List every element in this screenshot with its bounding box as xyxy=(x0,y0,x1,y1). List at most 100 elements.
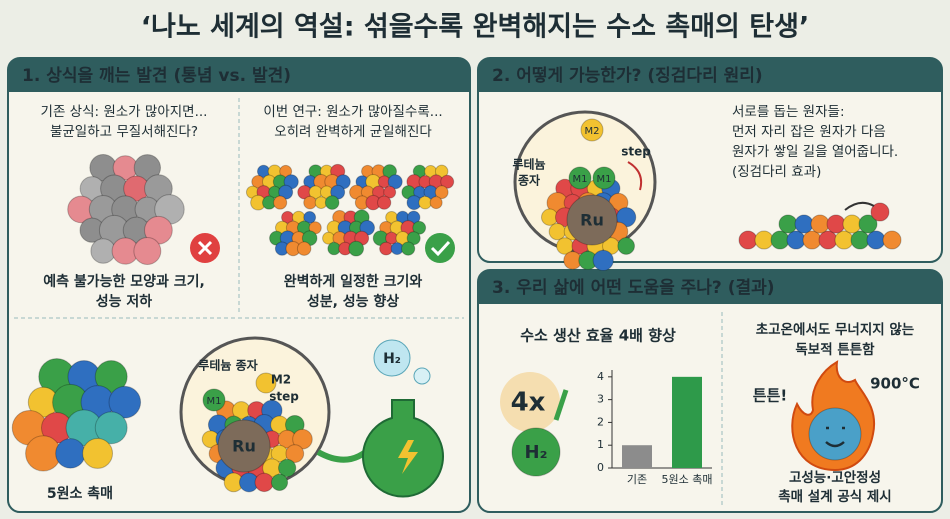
atom xyxy=(866,230,886,250)
atom xyxy=(429,196,443,210)
label: M1 xyxy=(207,396,222,407)
bolt xyxy=(398,440,418,474)
atom xyxy=(348,240,365,257)
badge xyxy=(500,372,560,432)
atom xyxy=(418,195,432,210)
atom xyxy=(303,211,317,224)
arrow xyxy=(627,161,643,191)
atom xyxy=(794,214,814,234)
m1-atom xyxy=(568,166,592,190)
atom xyxy=(434,185,449,200)
label: M1 xyxy=(573,174,588,185)
ru-seed xyxy=(217,419,271,473)
panel-heading: 3. 우리 삶에 어떤 도움을 주나? (결과) xyxy=(492,278,775,298)
result: 성분, 성능 향상 xyxy=(307,293,399,310)
result: 예측 불가능한 모양과 크기, xyxy=(43,274,205,290)
m1-atom xyxy=(202,388,226,412)
label: 900°C xyxy=(870,375,920,393)
atom xyxy=(778,214,798,234)
atom xyxy=(870,202,890,222)
label: 루테늄 xyxy=(512,158,545,172)
bar xyxy=(672,376,702,468)
atom xyxy=(292,428,313,450)
atom xyxy=(376,195,392,210)
h2-atom xyxy=(511,427,561,477)
atom xyxy=(324,195,340,210)
label: 튼튼! xyxy=(753,387,787,405)
label: Ru xyxy=(232,437,256,456)
text-line: 서로를 돕는 원자들: xyxy=(732,104,845,120)
atom xyxy=(826,214,846,234)
text-line: (징검다리 효과) xyxy=(732,164,821,180)
atom xyxy=(296,241,312,256)
y-tick-label: 0 xyxy=(597,461,604,474)
atom xyxy=(278,458,297,478)
atom xyxy=(440,174,455,189)
atom xyxy=(108,385,142,419)
caption: 이번 연구: 원소가 많아질수록... xyxy=(263,104,442,120)
caption: 불균일하고 무질서해진다? xyxy=(50,124,198,140)
panel-heading: 1. 상식을 깨는 발견 (통념 vs. 발견) xyxy=(22,65,291,86)
label: 수소 생산 효율 4배 향상 xyxy=(520,327,676,345)
atom xyxy=(434,164,449,179)
atom xyxy=(94,411,128,445)
label: 4x xyxy=(511,388,546,418)
panel-2-header xyxy=(478,58,942,92)
label: M2 xyxy=(271,373,291,387)
atom xyxy=(754,230,774,250)
atom xyxy=(548,222,566,241)
atom xyxy=(273,195,288,210)
cross-mark xyxy=(197,240,213,256)
label: 독보적 튼튼함 xyxy=(795,341,875,358)
atom xyxy=(285,444,305,463)
h2-bubble xyxy=(373,339,411,377)
atom xyxy=(770,230,790,250)
m1-atom xyxy=(592,166,616,190)
caption: 오히려 완벽하게 균일해진다 xyxy=(274,124,432,140)
atom xyxy=(858,214,878,234)
atom xyxy=(379,241,393,256)
flask xyxy=(362,399,444,498)
arrow xyxy=(553,389,569,421)
atom xyxy=(383,185,397,199)
panel-3-header xyxy=(478,270,942,304)
atom xyxy=(94,360,128,394)
x-tick-label: 5원소 촉매 xyxy=(662,473,713,486)
m2-atom xyxy=(255,372,277,394)
label: 5원소 촉매 xyxy=(47,486,113,502)
atom xyxy=(303,195,317,210)
y-tick-label: 1 xyxy=(597,438,604,451)
atom xyxy=(270,473,289,492)
check-icon xyxy=(425,233,455,263)
atom xyxy=(738,230,758,250)
atom xyxy=(882,230,902,250)
label: 고성능·고안정성 xyxy=(789,469,881,486)
sturdy-atom xyxy=(808,407,862,461)
text-line: 원자가 쌓일 길을 열어줍니다. xyxy=(732,144,898,160)
atom xyxy=(133,237,162,265)
atom xyxy=(850,230,870,250)
label: 촉매 설계 공식 제시 xyxy=(778,489,891,505)
result: 성능 저하 xyxy=(96,293,153,310)
atom xyxy=(82,437,114,469)
atom xyxy=(617,237,635,255)
caption: 기존 상식: 원소가 많아지면... xyxy=(41,104,208,120)
arrow xyxy=(844,201,875,211)
atom xyxy=(802,230,822,250)
result: 완벽하게 일정한 크기와 xyxy=(284,273,423,290)
bubble xyxy=(413,367,431,385)
face xyxy=(825,426,845,448)
atom xyxy=(401,241,416,256)
atom xyxy=(406,231,421,246)
label: H₂ xyxy=(383,351,401,367)
label: step xyxy=(269,390,299,404)
atom xyxy=(592,249,614,272)
panel-1-header xyxy=(8,58,470,92)
ru-seed xyxy=(566,194,618,246)
atom xyxy=(834,230,854,250)
label: Ru xyxy=(580,211,604,230)
atom xyxy=(842,214,862,234)
label: 루테늄 종자 xyxy=(198,358,257,373)
text-line: 먼저 자리 잡은 원자가 다음 xyxy=(732,124,886,140)
